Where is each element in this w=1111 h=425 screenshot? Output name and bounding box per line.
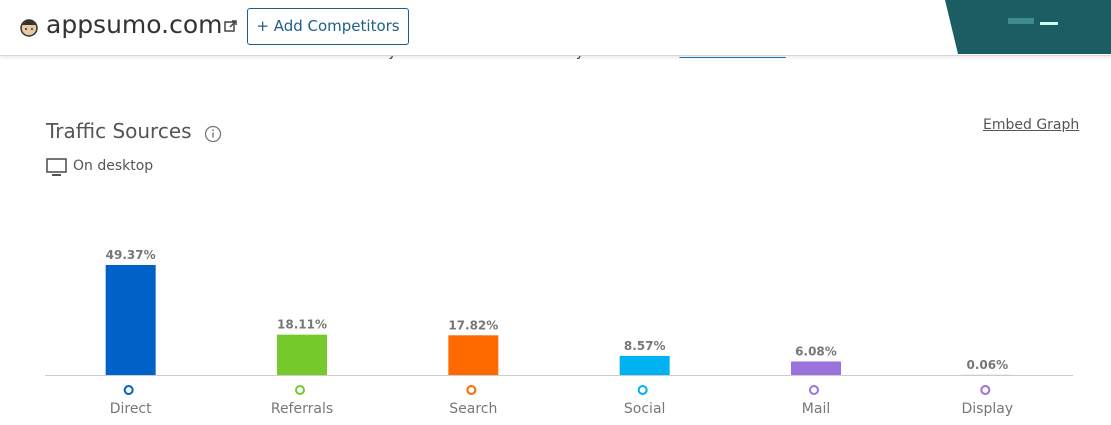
device-label: On desktop [73,158,154,174]
category-icon [123,385,134,395]
site-name: appsumo.com [46,10,223,39]
value-label: 8.57% [624,339,666,353]
bar [791,361,841,375]
header: appsumo.com + Add Competitors [0,0,1111,56]
category-icon [466,385,477,395]
x-tick-label: Social [624,401,666,417]
bar [105,265,156,375]
x-tick-label: Search [449,401,497,417]
chart-title: Traffic Sources [46,119,192,143]
site-logo [20,19,38,37]
thumbnail[interactable] [940,0,1111,54]
x-tick-label: Referrals [271,401,333,417]
category-icon [295,385,305,395]
value-label: 18.11% [277,318,327,332]
embed-graph-link[interactable]: Embed Graph [983,117,1080,133]
value-label: 17.82% [448,318,498,332]
bar [277,334,327,375]
category-icon [980,385,991,395]
add-competitors-button[interactable]: + Add Competitors [247,8,409,45]
category-icon [809,385,819,395]
category-icon [637,385,648,395]
desktop-icon [46,158,67,176]
value-label: 6.08% [795,344,837,358]
external-link-icon[interactable] [224,19,238,33]
value-label: 0.06% [967,358,1009,372]
info-icon[interactable] [204,125,222,143]
bar [619,355,670,375]
x-tick-label: Mail [802,401,830,417]
bar [448,335,499,375]
value-label: 49.37% [106,248,156,262]
x-tick-label: Display [962,401,1014,417]
x-tick-label: Direct [110,401,152,417]
